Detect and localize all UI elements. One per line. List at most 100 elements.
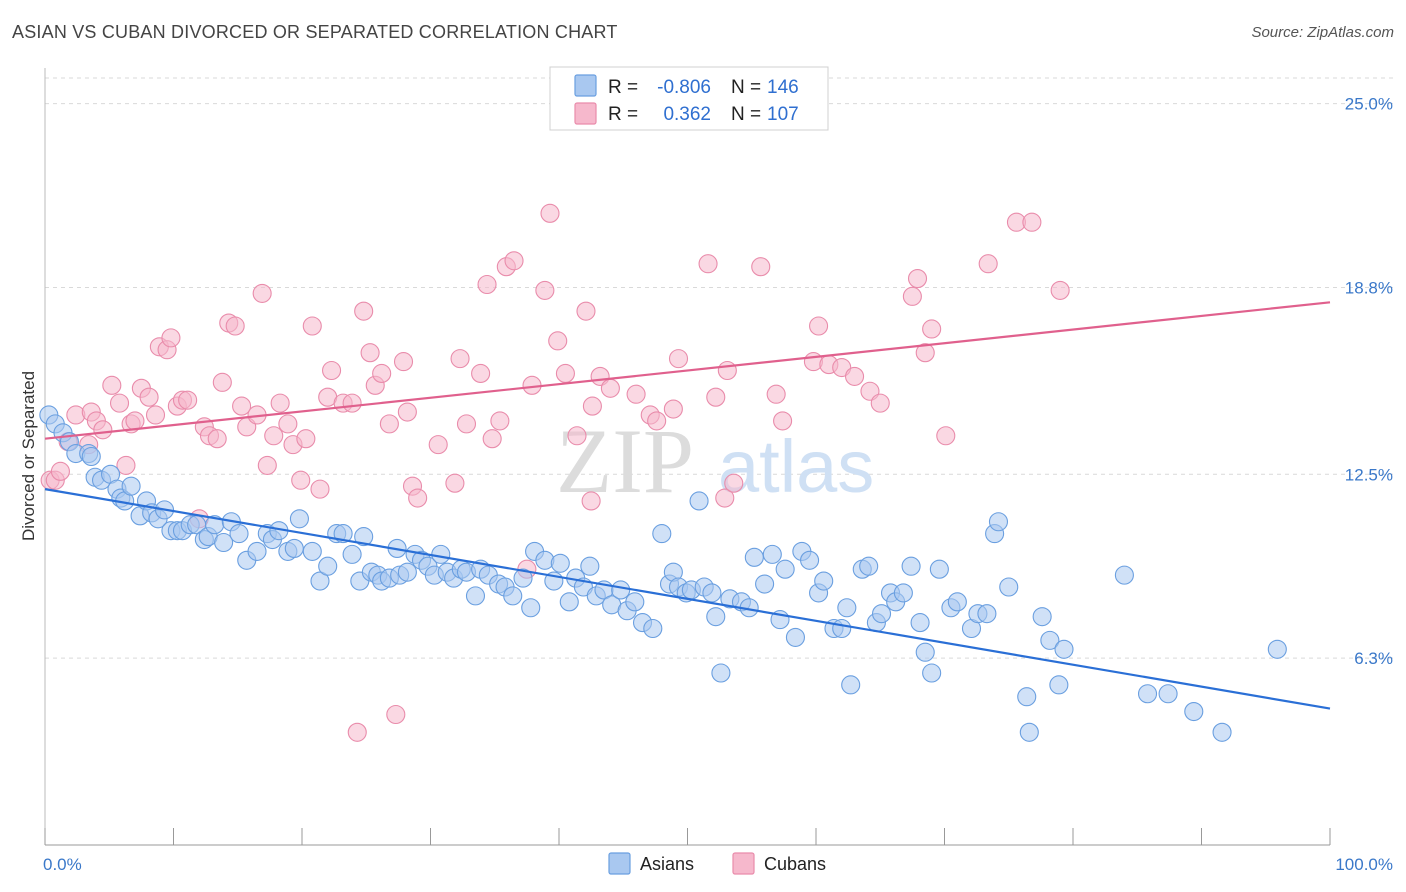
asian-point: [310, 571, 330, 591]
asian-point: [755, 574, 775, 594]
cuban-point: [717, 360, 737, 381]
y-tick-label: 25.0%: [1345, 95, 1393, 114]
cuban-point: [915, 343, 935, 363]
cuban-point: [264, 426, 284, 446]
cubans-points: [40, 203, 1070, 742]
asian-point: [580, 556, 600, 576]
cuban-point: [386, 704, 406, 725]
asian-point: [521, 598, 541, 618]
cuban-point: [902, 286, 922, 306]
asians-points: [39, 405, 1287, 742]
asian-point: [775, 559, 795, 579]
cuban-point: [698, 254, 718, 274]
cuban-point: [139, 387, 159, 407]
asian-point: [901, 556, 921, 576]
cuban-point: [582, 396, 602, 416]
cuban-point: [581, 491, 601, 511]
cuban-point: [751, 257, 771, 277]
cuban-point: [257, 455, 277, 475]
cubans-n-label: N =: [731, 104, 761, 125]
cuban-point: [125, 411, 145, 431]
source-label: Source: ZipAtlas.com: [1251, 24, 1394, 41]
chart-title: ASIAN VS CUBAN DIVORCED OR SEPARATED COR…: [12, 22, 618, 42]
asian-point: [762, 544, 782, 564]
cuban-point: [922, 319, 942, 339]
cubans-n-value: 107: [767, 104, 799, 125]
asian-point: [832, 618, 852, 639]
asian-point: [893, 583, 913, 603]
legend-label-asians: Asians: [640, 854, 694, 874]
cuban-point: [354, 301, 374, 321]
asian-point: [1040, 630, 1060, 650]
cuban-point: [477, 274, 497, 295]
cuban-point: [296, 429, 316, 449]
asian-point: [711, 663, 731, 683]
asian-point: [214, 532, 234, 553]
asian-point: [611, 580, 631, 600]
asian-point: [922, 663, 942, 683]
cuban-point: [576, 301, 596, 321]
cuban-point: [161, 328, 181, 348]
asian-point: [397, 562, 417, 582]
cuban-point: [252, 283, 272, 303]
asian-point: [947, 592, 967, 612]
asian-point: [999, 577, 1019, 597]
cuban-point: [663, 399, 683, 419]
asian-point: [988, 512, 1009, 532]
y-tick-label: 12.5%: [1345, 465, 1393, 484]
asian-point: [625, 592, 645, 612]
asian-point: [706, 607, 726, 627]
cuban-point: [178, 390, 198, 410]
cuban-point: [773, 411, 793, 431]
cuban-point: [270, 393, 290, 413]
asian-point: [652, 524, 672, 544]
asian-point: [465, 586, 486, 606]
asian-point: [121, 476, 141, 496]
cuban-point: [766, 384, 786, 404]
asian-point: [915, 642, 935, 662]
asian-point: [800, 550, 820, 570]
asian-point: [1054, 639, 1074, 659]
cuban-point: [347, 722, 367, 742]
asian-point: [1032, 607, 1052, 627]
watermark-atlas: atlas: [718, 425, 874, 508]
cuban-point: [626, 384, 646, 404]
asian-point: [837, 598, 857, 618]
cuban-point: [66, 405, 86, 425]
trend-lines: [44, 301, 1331, 710]
asian-point: [929, 559, 949, 579]
asian-point: [785, 627, 805, 647]
asian-point: [702, 583, 722, 603]
stats-legend: R = -0.806 N = 146 R = 0.362 N = 107: [549, 66, 829, 131]
asian-point: [318, 556, 338, 576]
asian-point: [643, 618, 663, 639]
cubans-legend-swatch: [574, 102, 597, 125]
asians-r-label: R =: [608, 77, 638, 98]
asian-point: [342, 544, 362, 564]
series-legend: Asians Cubans: [608, 852, 826, 875]
asian-point: [302, 541, 322, 561]
asian-point: [1137, 684, 1158, 704]
watermark: ZIP atlas: [556, 410, 874, 512]
cuban-point: [232, 396, 252, 416]
cuban-point: [372, 363, 392, 384]
cubans-r-value: 0.362: [663, 104, 711, 125]
cuban-point: [397, 402, 417, 422]
x-tick-label-min: 0.0%: [43, 855, 82, 874]
cuban-point: [809, 316, 829, 336]
asians-r-value: -0.806: [657, 77, 711, 98]
cuban-point: [647, 411, 667, 431]
asian-point: [81, 446, 101, 467]
asian-point: [871, 604, 892, 624]
cuban-point: [393, 352, 414, 372]
legend-swatch-cubans: [732, 852, 755, 875]
cuban-point: [1050, 280, 1070, 300]
asian-point: [503, 586, 523, 606]
asian-point: [977, 604, 997, 624]
cuban-point: [600, 378, 620, 398]
cuban-point: [936, 426, 956, 446]
asians-trend-line: [44, 488, 1331, 710]
asian-point: [1184, 701, 1204, 722]
asian-point: [289, 509, 309, 529]
